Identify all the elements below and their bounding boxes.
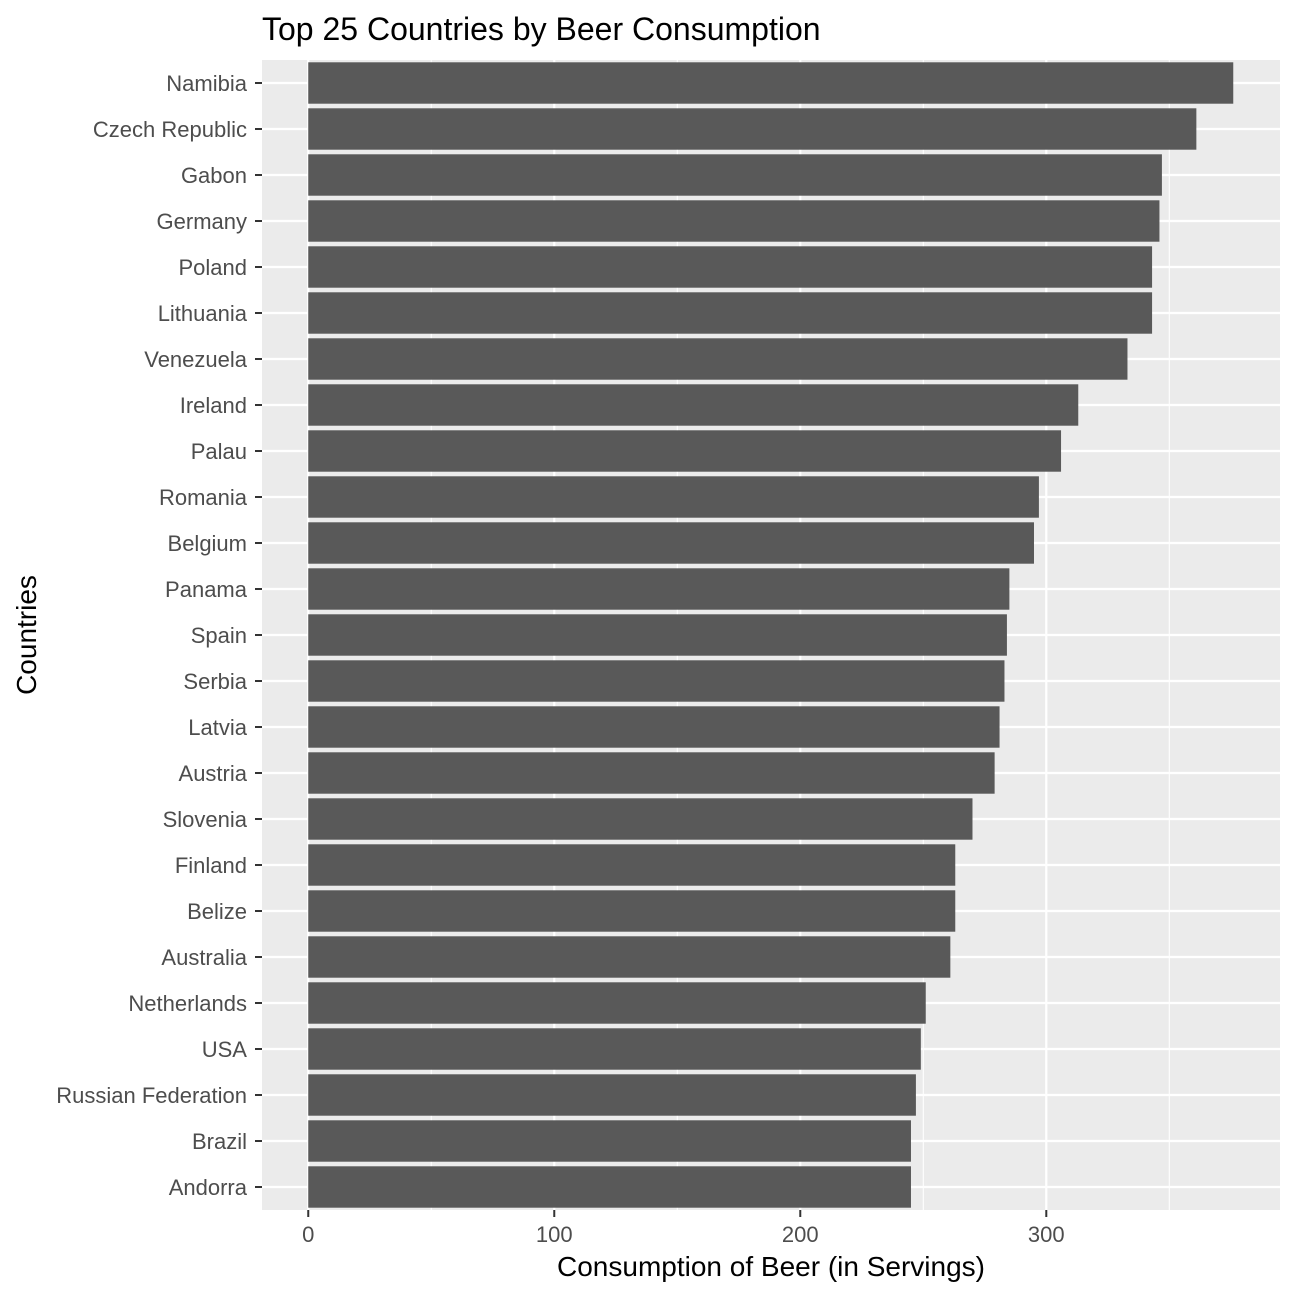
y-tick-label: Panama <box>165 577 248 602</box>
y-tick-label: Palau <box>191 439 247 464</box>
bar-venezuela <box>308 338 1128 380</box>
x-tick-label: 0 <box>302 1222 314 1247</box>
bar-spain <box>308 614 1007 656</box>
y-tick-label: Poland <box>178 255 247 280</box>
x-axis-ticks: 0 100 200 300 <box>302 1210 1065 1247</box>
y-tick-label: Andorra <box>169 1175 248 1200</box>
bar-poland <box>308 246 1153 288</box>
bar-romania <box>308 476 1039 518</box>
y-tick-label: Russian Federation <box>56 1083 247 1108</box>
y-tick-label: Slovenia <box>163 807 248 832</box>
y-tick-label: Spain <box>191 623 247 648</box>
bar-gabon <box>308 154 1162 196</box>
y-tick-label: Czech Republic <box>93 117 247 142</box>
y-tick-label: Belgium <box>168 531 247 556</box>
bar-austria <box>308 752 995 794</box>
y-axis-title: Countries <box>11 575 42 695</box>
bar-slovenia <box>308 798 973 840</box>
bar-namibia <box>308 62 1234 104</box>
y-tick-label: Ireland <box>180 393 247 418</box>
x-axis-title: Consumption of Beer (in Servings) <box>557 1251 985 1282</box>
bar-australia <box>308 936 951 978</box>
bar-brazil <box>308 1120 911 1162</box>
bar-palau <box>308 430 1062 472</box>
x-tick-label: 300 <box>1028 1222 1065 1247</box>
bars <box>308 62 1234 1208</box>
bar-latvia <box>308 706 1000 748</box>
y-tick-label: Venezuela <box>144 347 248 372</box>
bar-germany <box>308 200 1160 242</box>
bar-panama <box>308 568 1010 610</box>
y-tick-label: Serbia <box>183 669 247 694</box>
y-tick-label: USA <box>202 1037 248 1062</box>
x-tick-label: 200 <box>782 1222 819 1247</box>
y-tick-label: Germany <box>157 209 247 234</box>
y-tick-label: Belize <box>187 899 247 924</box>
bar-russian-federation <box>308 1074 916 1116</box>
y-axis-ticks: Namibia Czech Republic Gabon Germany Poland L… <box>56 71 262 1200</box>
bar-andorra <box>308 1166 911 1208</box>
y-tick-label: Brazil <box>192 1129 247 1154</box>
bar-netherlands <box>308 982 926 1024</box>
y-tick-label: Latvia <box>188 715 247 740</box>
bar-belize <box>308 890 956 932</box>
y-tick-label: Finland <box>175 853 247 878</box>
x-tick-label: 100 <box>536 1222 573 1247</box>
chart-title: Top 25 Countries by Beer Consumption <box>262 11 821 47</box>
bar-finland <box>308 844 956 886</box>
y-tick-label: Romania <box>159 485 248 510</box>
y-tick-label: Austria <box>179 761 248 786</box>
y-tick-label: Namibia <box>166 71 247 96</box>
bar-ireland <box>308 384 1079 426</box>
y-tick-label: Australia <box>161 945 247 970</box>
bar-czech-republic <box>308 108 1197 150</box>
bar-serbia <box>308 660 1005 702</box>
y-tick-label: Lithuania <box>158 301 248 326</box>
bar-lithuania <box>308 292 1153 334</box>
y-tick-label: Netherlands <box>128 991 247 1016</box>
y-tick-label: Gabon <box>181 163 247 188</box>
bar-belgium <box>308 522 1034 564</box>
bar-usa <box>308 1028 921 1070</box>
